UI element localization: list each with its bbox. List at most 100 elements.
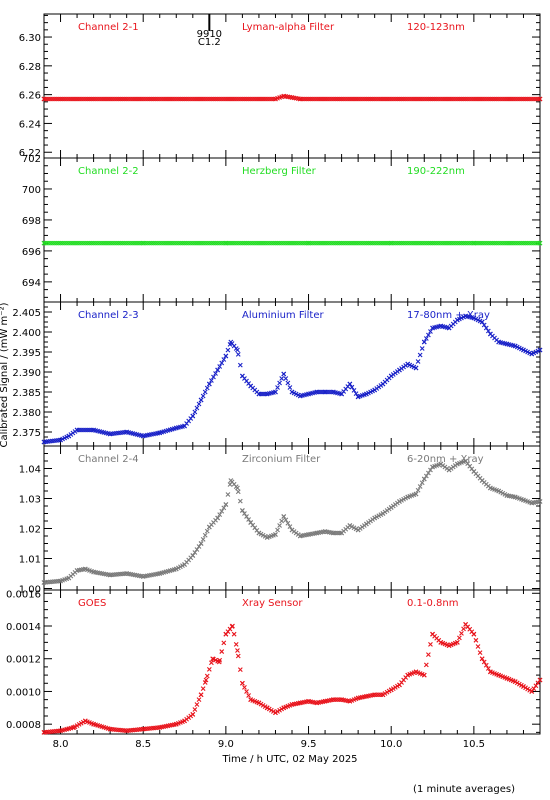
data-point-stroke <box>281 371 287 377</box>
data-point-stroke <box>219 508 225 514</box>
x-tick-label: 10.0 <box>380 739 402 750</box>
data-point <box>473 637 479 643</box>
data-point <box>475 644 481 649</box>
data-point-stroke <box>130 431 136 436</box>
data-point-stroke <box>85 719 90 725</box>
data-point-stroke <box>99 429 105 435</box>
data-point <box>426 652 431 658</box>
data-point-stroke <box>262 704 268 709</box>
data-point <box>349 384 355 390</box>
y-tick-label: 6.24 <box>19 119 41 130</box>
data-point-stroke <box>349 524 355 530</box>
data-point-stroke <box>277 380 282 386</box>
data-point-stroke <box>479 656 485 662</box>
data-point-stroke <box>289 95 295 100</box>
data-point <box>235 648 240 653</box>
data-point-stroke <box>204 528 210 534</box>
data-point-stroke <box>215 367 220 373</box>
data-point-stroke <box>132 431 138 437</box>
data-point-stroke <box>95 428 101 434</box>
data-point-stroke <box>209 660 214 666</box>
data-point-stroke <box>508 677 514 683</box>
data-point-stroke <box>521 347 526 353</box>
data-point-stroke <box>502 491 508 497</box>
data-point <box>235 351 241 357</box>
data-point-stroke <box>192 550 198 555</box>
data-point-stroke <box>326 529 332 535</box>
data-point-stroke <box>103 571 109 577</box>
event-marker: 9910 C1.2 <box>197 14 222 48</box>
data-point <box>244 689 249 694</box>
data-point-stroke <box>93 428 99 433</box>
data-point-stroke <box>196 401 202 407</box>
data-point-stroke <box>525 686 530 692</box>
y-tick-label: 6.26 <box>19 91 41 102</box>
y-tick-label: 700 <box>22 185 41 196</box>
data-point <box>419 346 425 351</box>
panel-1: 6.22 6.24 6.26 6.28 6.30 Channel 2-1 Lyman-alp… <box>19 13 543 159</box>
data-point-stroke <box>512 679 518 685</box>
data-point-stroke <box>421 476 427 482</box>
data-point <box>221 640 227 646</box>
data-point-stroke <box>204 673 210 679</box>
data-point-stroke <box>213 371 218 376</box>
data-point-stroke <box>116 727 121 733</box>
data-point <box>481 659 487 665</box>
band-label: 120-123nm <box>407 22 465 33</box>
data-point-stroke <box>291 390 297 396</box>
data-point-stroke <box>498 673 504 679</box>
data-point-stroke <box>279 376 285 381</box>
data-point <box>421 339 427 345</box>
data-point-stroke <box>351 388 357 393</box>
data-point-stroke <box>223 502 229 507</box>
data-point <box>219 649 225 654</box>
y-tick-label: 1.04 <box>19 465 41 476</box>
data-point-stroke <box>124 429 130 435</box>
data-point-stroke <box>237 667 243 673</box>
data-point <box>194 405 200 411</box>
x-ticks <box>43 302 541 446</box>
data-point-stroke <box>107 726 113 732</box>
data-point <box>287 524 293 530</box>
data-point-stroke <box>496 488 502 494</box>
data-point-stroke <box>237 362 243 368</box>
data-point-stroke <box>494 487 499 493</box>
data-point-stroke <box>246 693 251 698</box>
data-point-stroke <box>221 357 227 362</box>
data-point-stroke <box>89 568 94 574</box>
data-point <box>196 401 202 407</box>
data-point-stroke <box>93 722 99 728</box>
data-point <box>457 635 462 641</box>
data-point-stroke <box>521 497 526 503</box>
y-tick-label: 0.0012 <box>6 655 41 666</box>
data-point-stroke <box>310 699 316 705</box>
data-point-stroke <box>237 498 243 504</box>
data-point-stroke <box>411 364 417 370</box>
data-point <box>423 336 429 341</box>
data-point-stroke <box>291 95 297 101</box>
data-point-stroke <box>122 728 127 733</box>
data-point-stroke <box>339 697 344 703</box>
data-point <box>215 515 220 521</box>
data-point <box>426 332 431 338</box>
band-label: 0.1-0.8nm <box>407 598 459 609</box>
data-point-stroke <box>283 376 289 381</box>
data-point-stroke <box>209 378 214 383</box>
data-point-stroke <box>514 495 520 501</box>
data-point <box>471 631 477 637</box>
data-point-stroke <box>285 94 291 100</box>
data-point-stroke <box>492 671 497 676</box>
y-tick-label: 2.390 <box>12 368 41 379</box>
panel-frame <box>43 445 541 591</box>
data-point-stroke <box>465 461 471 467</box>
data-point-stroke <box>231 631 237 637</box>
data-point-stroke <box>469 315 475 320</box>
data-point-stroke <box>248 697 254 703</box>
data-point <box>221 357 227 362</box>
panel-5: 0.0008 0.0010 0.0012 0.0014 0.0016 8.0 8.5 9.0 9… <box>6 589 543 750</box>
data-point <box>211 374 216 380</box>
band-label: 6-20nm + Xray <box>407 454 484 465</box>
data-point <box>277 523 282 528</box>
data-point <box>221 505 227 511</box>
data-point-stroke <box>426 332 431 338</box>
